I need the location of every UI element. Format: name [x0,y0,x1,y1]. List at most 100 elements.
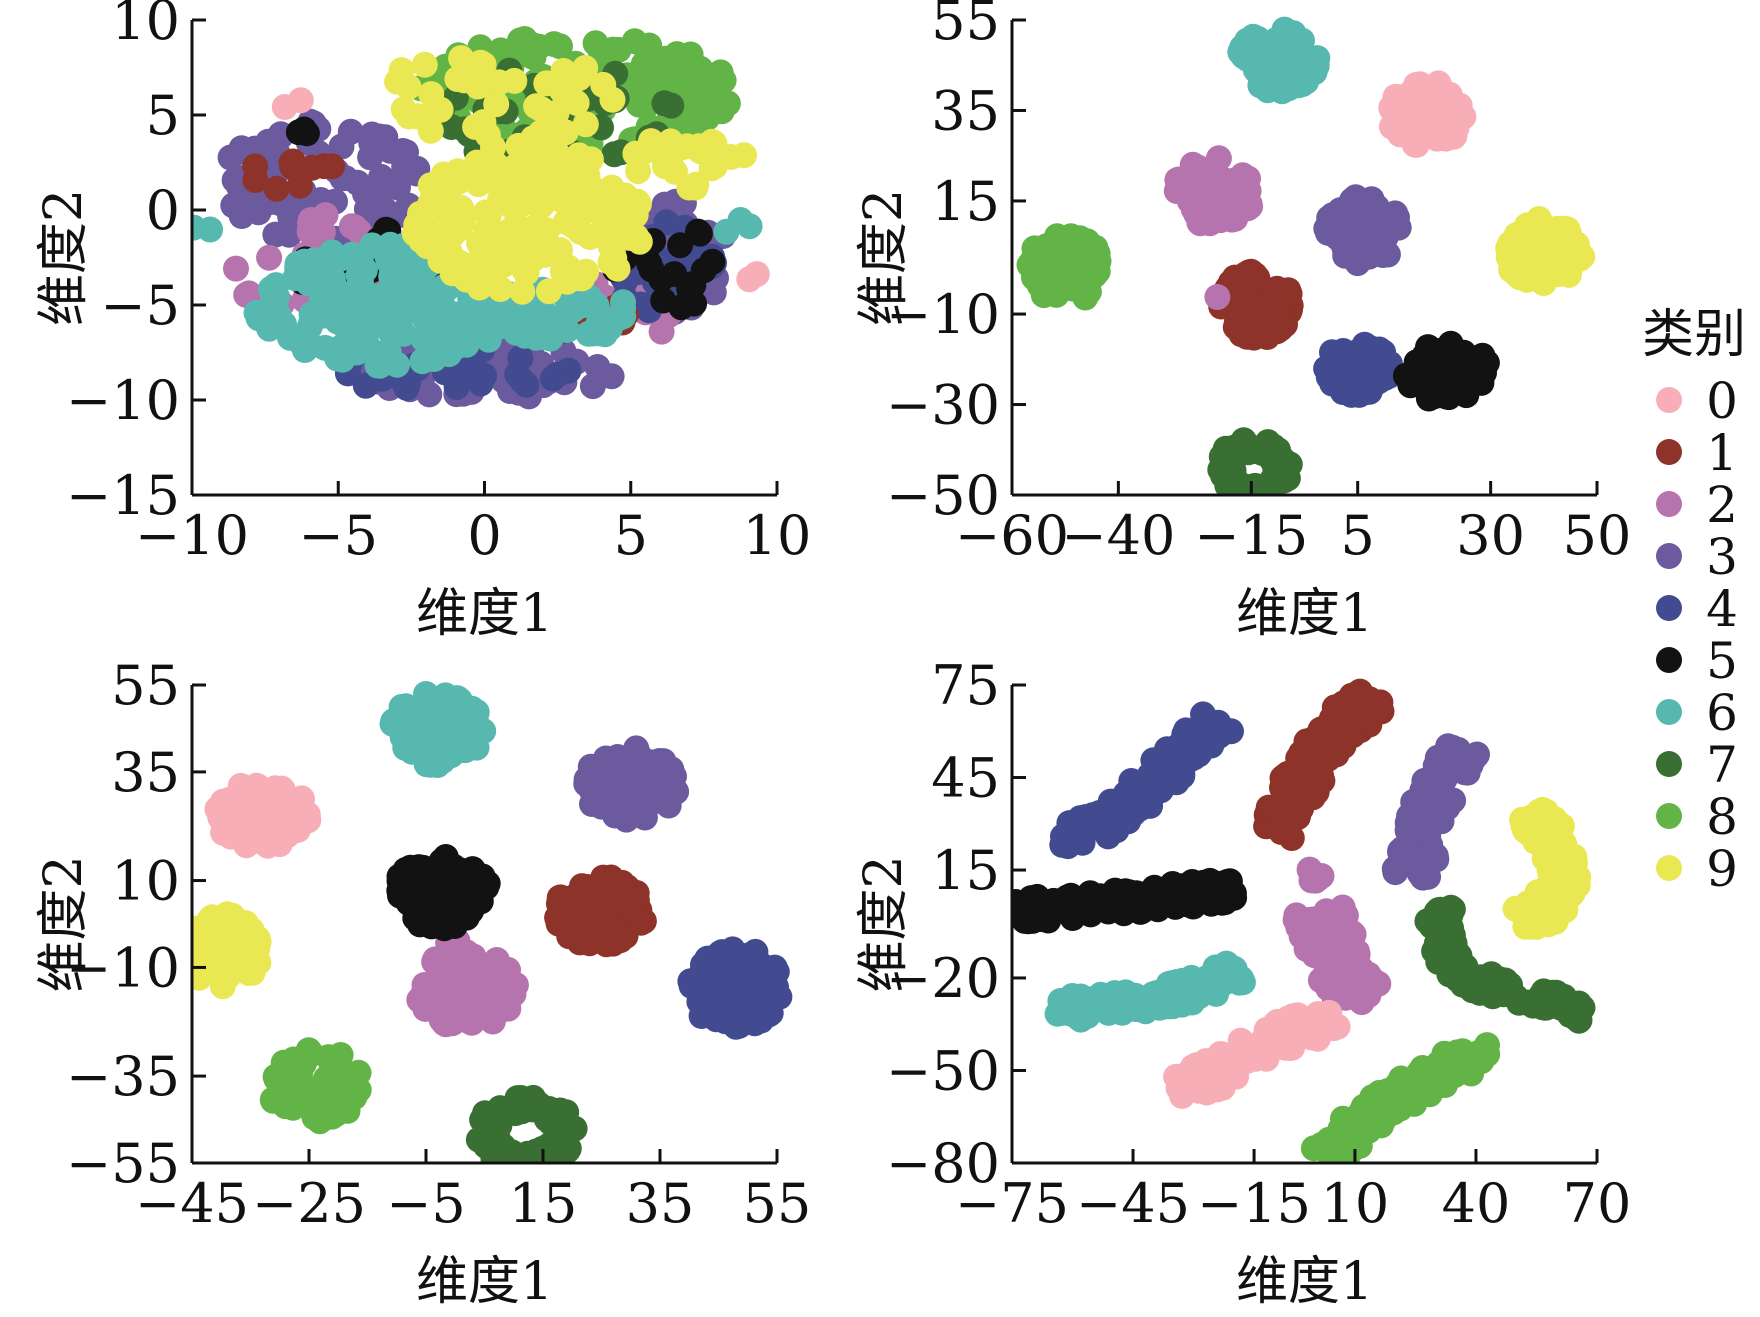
x-axis-title: 维度1 [416,1252,553,1312]
x-tick-label: 10 [1321,1172,1390,1235]
data-point [193,915,207,942]
legend-entry-0: 0 [1656,372,1738,430]
data-point [271,311,297,338]
data-point [1217,1059,1244,1086]
data-point [1415,334,1441,361]
data-point [343,339,370,366]
data-point [677,41,704,68]
data-point [1299,726,1326,753]
panel-bottom-left: −45 −25 −5 15 35 55 −55 −35 −10 10 35 55 维度1 维度2 [34,654,811,1312]
data-point [1512,817,1538,844]
data-point [501,67,528,94]
data-point [604,255,631,282]
data-point [1214,472,1241,494]
data-point [556,923,583,950]
data-point [419,185,446,212]
data-point [628,909,654,936]
data-point [1409,1055,1436,1081]
data-point [1331,1110,1358,1136]
data-point [392,885,419,912]
data-point [215,909,242,936]
y-tick-label: −20 [886,947,1000,1010]
data-point [585,320,612,347]
x-tick-label: −40 [1061,504,1175,567]
panel-top-right: −60−40 −15 5 30 50 −50 −30 −10 15 35 55 维度1 维度2 [854,0,1631,644]
data-point [467,887,494,914]
data-point [1461,369,1487,395]
series-1 [1253,678,1395,851]
series-0 [204,772,322,859]
data-point [1032,271,1059,298]
data-point [497,188,524,215]
data-point [567,218,593,245]
data-point [1254,429,1281,456]
data-point [339,303,366,330]
data-point [1296,856,1323,883]
data-point [1321,350,1348,377]
data-point [1539,868,1566,895]
data-point [1335,213,1362,240]
data-point [1075,278,1102,305]
y-tick-label: −15 [66,464,180,527]
data-point [1132,783,1159,810]
series-5 [1392,330,1500,412]
data-point [423,978,450,1005]
data-point [416,381,443,408]
data-point [1316,743,1343,770]
data-point [1400,789,1427,815]
legend-entry-2: 2 [1656,476,1738,534]
data-point [472,67,498,94]
data-point [653,209,680,236]
data-point [625,740,651,767]
series-3 [1313,184,1412,277]
data-point [376,318,403,344]
y-axis-title: 维度2 [854,855,914,992]
y-tick-label: −10 [886,283,1000,346]
data-point [1122,996,1149,1022]
data-point [287,87,314,114]
data-point [1159,992,1186,1019]
legend-entry-5: 5 [1656,632,1738,690]
data-point [566,899,593,925]
data-point [488,969,515,996]
data-point [546,884,573,911]
y-axis-title: 维度2 [34,189,94,326]
data-point [601,141,628,168]
series-9 [384,45,757,305]
y-tick-label: −55 [66,1132,180,1195]
data-point [1266,65,1293,92]
data-point [662,158,688,185]
data-point [707,940,734,967]
data-point [693,75,720,102]
data-point [1263,449,1290,476]
data-point [259,808,286,835]
data-point [256,244,283,271]
data-point [312,202,339,229]
data-point [1301,59,1328,86]
data-point [1278,825,1305,851]
x-axis-title: 维度1 [1236,584,1373,644]
data-point [572,55,599,81]
data-point [537,1109,564,1136]
data-point [545,1130,572,1157]
series-1 [1208,258,1304,351]
y-tick-label: 0 [146,179,180,242]
data-point [1545,240,1572,267]
legend-swatch [1656,751,1682,777]
data-point [508,241,534,267]
y-tick-label: −10 [66,936,180,999]
data-point [1165,733,1191,760]
data-point [655,792,682,819]
data-point [345,262,372,289]
data-point [428,727,455,754]
data-point [439,260,466,287]
series-0 [271,87,770,293]
legend-swatch [1656,595,1682,621]
x-tick-label: −5 [298,504,378,567]
data-point [460,943,487,970]
data-point [1543,979,1570,1006]
data-point [1497,971,1523,998]
data-point [288,258,315,284]
